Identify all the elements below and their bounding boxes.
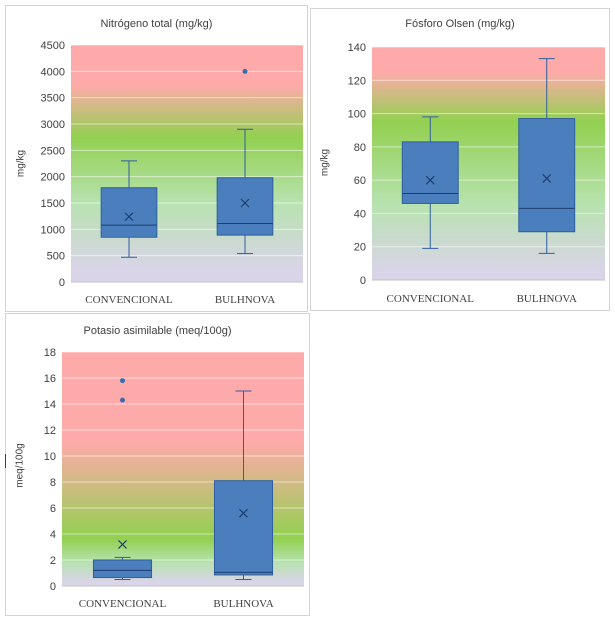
x-category-label: CONVENCIONAL — [387, 293, 475, 305]
phosphorus-chart-panel: Fósforo Olsen (mg/kg) mg/kg 0 20 40 60 80 100… — [310, 8, 610, 311]
chart-title: Potasio asimilable (meq/100g) — [83, 325, 232, 337]
y-tick-label: 2500 — [41, 145, 65, 157]
y-tick-label: 3000 — [41, 119, 65, 131]
box-bulhnova — [518, 58, 576, 254]
mean-marker — [425, 175, 435, 185]
y-tick-label: 1500 — [41, 198, 65, 210]
y-tick-label: 14 — [44, 399, 56, 411]
y-tick-label: 4 — [50, 529, 56, 541]
box-bulhnova — [213, 390, 274, 580]
iqr-box — [216, 177, 274, 236]
y-tick-label: 16 — [44, 373, 56, 385]
outlier-point — [120, 378, 125, 384]
x-category-label: CONVENCIONAL — [85, 294, 173, 306]
y-tick-label: 1000 — [41, 224, 65, 236]
y-tick-label: 6 — [50, 503, 56, 515]
y-tick-label: 3500 — [41, 93, 65, 105]
y-tick-label: 120 — [348, 75, 366, 87]
y-tick-label: 500 — [47, 251, 65, 263]
iqr-box — [100, 187, 158, 238]
y-tick-label: 140 — [348, 42, 366, 54]
y-tick-label: 100 — [348, 109, 366, 121]
iqr-box — [213, 480, 274, 576]
iqr-box — [401, 141, 459, 204]
mean-marker — [239, 508, 248, 518]
outlier-point — [120, 397, 125, 403]
y-tick-label: 20 — [354, 242, 366, 254]
chart-title: Nitrógeno total (mg/kg) — [100, 18, 213, 30]
nitrogen-box-plot: 0 500 1000 1500 2000 2500 3000 3500 4000 4500 CONV… — [41, 40, 303, 306]
potassium-box-plot: 0 2 4 6 8 10 12 14 16 18 CONVENCIONAL BULHNOVA — [44, 347, 304, 610]
y-tick-label: 0 — [360, 275, 366, 287]
iqr-box — [92, 559, 153, 579]
y-tick-label: 10 — [44, 451, 56, 463]
mean-marker — [124, 212, 134, 222]
potassium-chart-panel: Potasio asimilable (meq/100g) meq/100g 0… — [5, 313, 310, 616]
y-tick-label: 4000 — [41, 66, 65, 78]
x-category-label: BULHNOVA — [215, 294, 275, 306]
y-tick-label: 80 — [354, 142, 366, 154]
mean-marker — [542, 174, 552, 183]
mean-marker — [240, 198, 250, 208]
background-band-area — [71, 45, 303, 282]
y-tick-label: 18 — [44, 347, 56, 359]
y-tick-label: 12 — [44, 425, 56, 437]
box-bulhnova — [216, 68, 274, 255]
y-tick-label: 2 — [50, 555, 56, 567]
outlier-point — [242, 68, 248, 74]
y-tick-label: 4500 — [41, 40, 65, 52]
y-tick-label: 2000 — [41, 172, 65, 184]
box-convencional — [401, 116, 459, 249]
box-convencional — [92, 378, 153, 580]
y-tick-label: 8 — [50, 477, 56, 489]
y-tick-label: 0 — [50, 581, 56, 593]
y-tick-label: 40 — [354, 208, 366, 220]
y-tick-label: 60 — [354, 175, 366, 187]
x-category-label: BULHNOVA — [213, 598, 273, 610]
nitrogen-chart-panel: Nitrógeno total (mg/kg) mg/kg 0 500 1000 15… — [5, 5, 308, 312]
x-category-label: BULHNOVA — [517, 293, 577, 305]
chart-title: Fósforo Olsen (mg/kg) — [405, 18, 515, 30]
x-category-label: CONVENCIONAL — [79, 598, 167, 610]
box-convencional — [100, 160, 158, 258]
text-cursor — [5, 454, 6, 468]
y-tick-label: 0 — [59, 277, 65, 289]
mean-marker — [118, 539, 127, 549]
phosphorus-box-plot: 0 20 40 60 80 100 120 140 CONVENCIONAL BULHNOVA — [348, 42, 605, 305]
iqr-box — [518, 118, 576, 233]
